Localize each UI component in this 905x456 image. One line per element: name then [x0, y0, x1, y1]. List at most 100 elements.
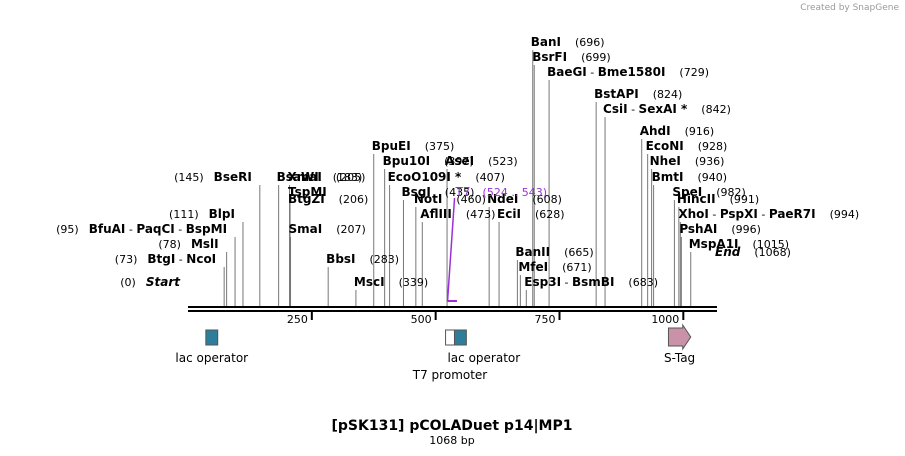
site-baegi-bme1580i[interactable]: BaeGI - Bme1580I (729): [547, 65, 709, 79]
enzyme-name: Esp3I: [524, 275, 561, 289]
enzyme-name: EcoO109I *: [388, 170, 462, 184]
enzyme-name: Bme1580I: [598, 65, 666, 79]
enzyme-name: PaqCI: [136, 222, 174, 236]
site-bstapi[interactable]: BstAPI (824): [594, 87, 682, 101]
enzyme-name: CsiI: [603, 102, 628, 116]
site-position: (523): [488, 155, 518, 168]
svg-text:BlpI: BlpI: [209, 207, 235, 221]
site-bani[interactable]: BanI (696): [531, 35, 605, 49]
site-bseri[interactable]: BseRI (145): [174, 170, 252, 184]
svg-text:AflIII: AflIII: [420, 207, 452, 221]
site-position: (996): [731, 223, 761, 236]
svg-text:BanII: BanII: [515, 245, 550, 259]
enzyme-separator: -: [175, 253, 186, 266]
site-position: (608): [532, 193, 562, 206]
site-nhei[interactable]: NheI (936): [650, 154, 725, 168]
site-mspa1i[interactable]: MspA1I (1015): [689, 237, 789, 251]
svg-text:Esp3I - BsmBI: Esp3I - BsmBI: [524, 275, 614, 289]
site-asei[interactable]: AseI (523): [445, 154, 518, 168]
primer-name: T7: [455, 185, 471, 199]
enzyme-name: BsaWI: [277, 170, 319, 184]
site-position: (435): [445, 186, 475, 199]
enzyme-name: MslI: [191, 237, 219, 251]
site-position: (183): [333, 171, 363, 184]
site-pshai[interactable]: PshAI (996): [679, 222, 761, 236]
site-position: (665): [564, 246, 594, 259]
site-hincii[interactable]: HincII (991): [677, 192, 759, 206]
feature-lac-operator[interactable]: lac operator: [447, 329, 520, 365]
site-btgi-ncoi[interactable]: BtgI - NcoI (73): [115, 252, 216, 266]
svg-text:BmtI: BmtI: [652, 170, 684, 184]
svg-text:AhdI: AhdI: [640, 124, 671, 138]
site-xhoi-pspxi-paer7i[interactable]: XhoI - PspXI - PaeR7I (994): [678, 207, 859, 221]
enzyme-name: PaeR7I: [769, 207, 816, 221]
feature-box: [445, 329, 455, 346]
svg-text:BsgI: BsgI: [401, 185, 430, 199]
site-msci[interactable]: MscI (339): [354, 275, 428, 289]
site-bmti[interactable]: BmtI (940): [652, 170, 727, 184]
enzyme-name: NcoI: [186, 252, 216, 266]
site-afliii[interactable]: AflIII (473): [420, 207, 495, 221]
site-econi[interactable]: EcoNI (928): [646, 139, 728, 153]
feature-box: [453, 329, 467, 346]
primer-t7[interactable]: T7 (524 .. 543): [446, 185, 548, 302]
site-position: (824): [653, 88, 683, 101]
site-position: (729): [679, 66, 709, 79]
feature-s-tag[interactable]: S-Tag: [664, 323, 695, 365]
site-position: (1015): [753, 238, 790, 251]
enzyme-name: MscI: [354, 275, 385, 289]
svg-text:BaeGI - Bme1580I: BaeGI - Bme1580I: [547, 65, 665, 79]
site-ahdi[interactable]: AhdI (916): [640, 124, 714, 138]
site-banii[interactable]: BanII (665): [515, 245, 593, 259]
enzyme-name: BsgI: [401, 185, 430, 199]
site-position: (473): [466, 208, 496, 221]
enzyme-separator: -: [587, 66, 598, 79]
svg-text:BanI: BanI: [531, 35, 561, 49]
primer-range: (524 .. 543): [483, 186, 548, 199]
enzyme-name: BfuAI: [89, 222, 126, 236]
site-position: (696): [575, 36, 605, 49]
site-ndei[interactable]: NdeI (608): [487, 192, 562, 206]
site-mfei[interactable]: MfeI (671): [518, 260, 591, 274]
site-bfuai-paqci-bspmi[interactable]: BfuAI - PaqCI - BspMI (95): [56, 222, 227, 236]
site-tspmi[interactable]: TspMI: [288, 185, 327, 199]
map-length: 1068 bp: [429, 434, 474, 447]
svg-text:CsiI - SexAI *: CsiI - SexAI *: [603, 102, 688, 116]
feature-lac-operator[interactable]: lac operator: [175, 329, 248, 365]
site-position: (0): [120, 276, 136, 289]
site-esp3i-bsmbi[interactable]: Esp3I - BsmBI (683): [524, 275, 658, 289]
site-start[interactable]: Start (0): [120, 275, 181, 289]
tick-label: 500: [411, 313, 432, 326]
site-bsrfi[interactable]: BsrFI (699): [532, 50, 610, 64]
enzyme-name: BmtI: [652, 170, 684, 184]
site-xmai[interactable]: XmaI (205): [288, 170, 366, 184]
enzyme-name: BsmBI: [572, 275, 614, 289]
site-bbsi[interactable]: BbsI (283): [326, 252, 399, 266]
site-noti[interactable]: NotI (460): [414, 192, 486, 206]
site-end[interactable]: End (1068): [715, 245, 791, 259]
site-position: (206): [339, 193, 369, 206]
site-bpuei[interactable]: BpuEI (375): [372, 139, 455, 153]
site-bsgi[interactable]: BsgI (435): [401, 185, 474, 199]
map-title: [pSK131] pCOLADuet p14|MP1: [331, 418, 572, 434]
svg-text:BstAPI: BstAPI: [594, 87, 639, 101]
site-btgzi[interactable]: BtgZI (206): [288, 192, 368, 206]
site-spei[interactable]: SpeI (982): [672, 185, 745, 199]
site-msli[interactable]: MslI (78): [158, 237, 218, 251]
site-bpu10i[interactable]: Bpu10I (397): [383, 154, 474, 168]
site-bsawi[interactable]: BsaWI (183): [277, 170, 363, 184]
site-smai[interactable]: SmaI (207): [289, 222, 366, 236]
site-csii-sexai[interactable]: CsiI - SexAI * (842): [603, 102, 731, 116]
ruler-ticks: 250 500 750 1000: [287, 311, 685, 326]
site-ecii[interactable]: EciI (628): [497, 207, 564, 221]
svg-text:End: End: [715, 245, 741, 259]
enzyme-name: End: [715, 245, 741, 259]
site-position: (936): [695, 155, 725, 168]
enzyme-name: BsrFI: [532, 50, 567, 64]
site-blpi[interactable]: BlpI (111): [169, 207, 235, 221]
enzyme-name: BseRI: [214, 170, 252, 184]
features: lac operator T7 promoter lac operator S-Tag: [175, 323, 695, 382]
site-ecoo109i[interactable]: EcoO109I * (407): [388, 170, 505, 184]
site-position: (683): [628, 276, 658, 289]
